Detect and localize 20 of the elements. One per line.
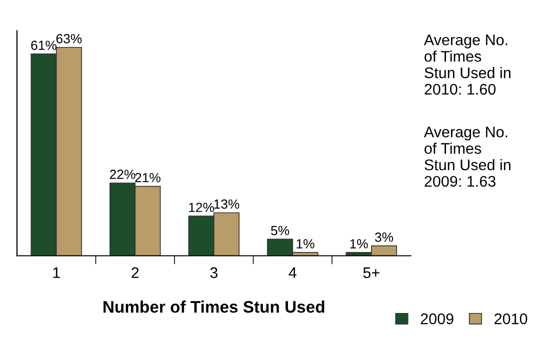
- text: Average No. of Times Stun Used in 2010: 1.60: [424, 34, 510, 95]
- data-label: 13%: [214, 199, 240, 209]
- text: Average No. of Times Stun Used in 2009: 1.63: [424, 126, 510, 187]
- legend-label: 2009: [420, 313, 454, 324]
- data-label: 61%: [31, 40, 56, 50]
- data-label: 21%: [135, 172, 160, 182]
- x-axis-title: Number of Times Stun Used: [104, 300, 324, 313]
- data-label: 12%: [189, 202, 214, 212]
- x-tick-label: 3: [210, 267, 218, 278]
- data-label: 3%: [374, 232, 394, 242]
- x-tick-label: 2: [132, 267, 139, 278]
- data-label: 5%: [271, 226, 290, 236]
- data-label: 1%: [350, 239, 368, 248]
- x-tick-label: 4: [288, 267, 296, 278]
- x-tick-label: 1: [53, 267, 60, 278]
- data-label: 22%: [110, 170, 136, 179]
- data-label: 63%: [56, 34, 82, 44]
- data-label: 1%: [296, 239, 314, 248]
- x-tick-label: 5+: [363, 267, 380, 278]
- legend-label: 2010: [494, 313, 528, 324]
